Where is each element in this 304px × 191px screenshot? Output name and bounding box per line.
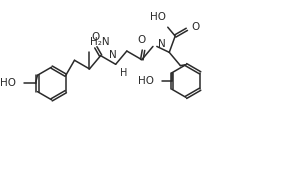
Text: HO: HO xyxy=(150,12,166,22)
Text: N: N xyxy=(109,50,117,61)
Text: O: O xyxy=(192,22,200,32)
Text: H: H xyxy=(119,68,127,78)
Text: HO: HO xyxy=(0,79,16,88)
Text: H₂N: H₂N xyxy=(91,37,110,47)
Text: HO: HO xyxy=(139,76,154,86)
Text: O: O xyxy=(137,35,146,45)
Text: N: N xyxy=(158,39,166,49)
Text: O: O xyxy=(92,32,100,42)
